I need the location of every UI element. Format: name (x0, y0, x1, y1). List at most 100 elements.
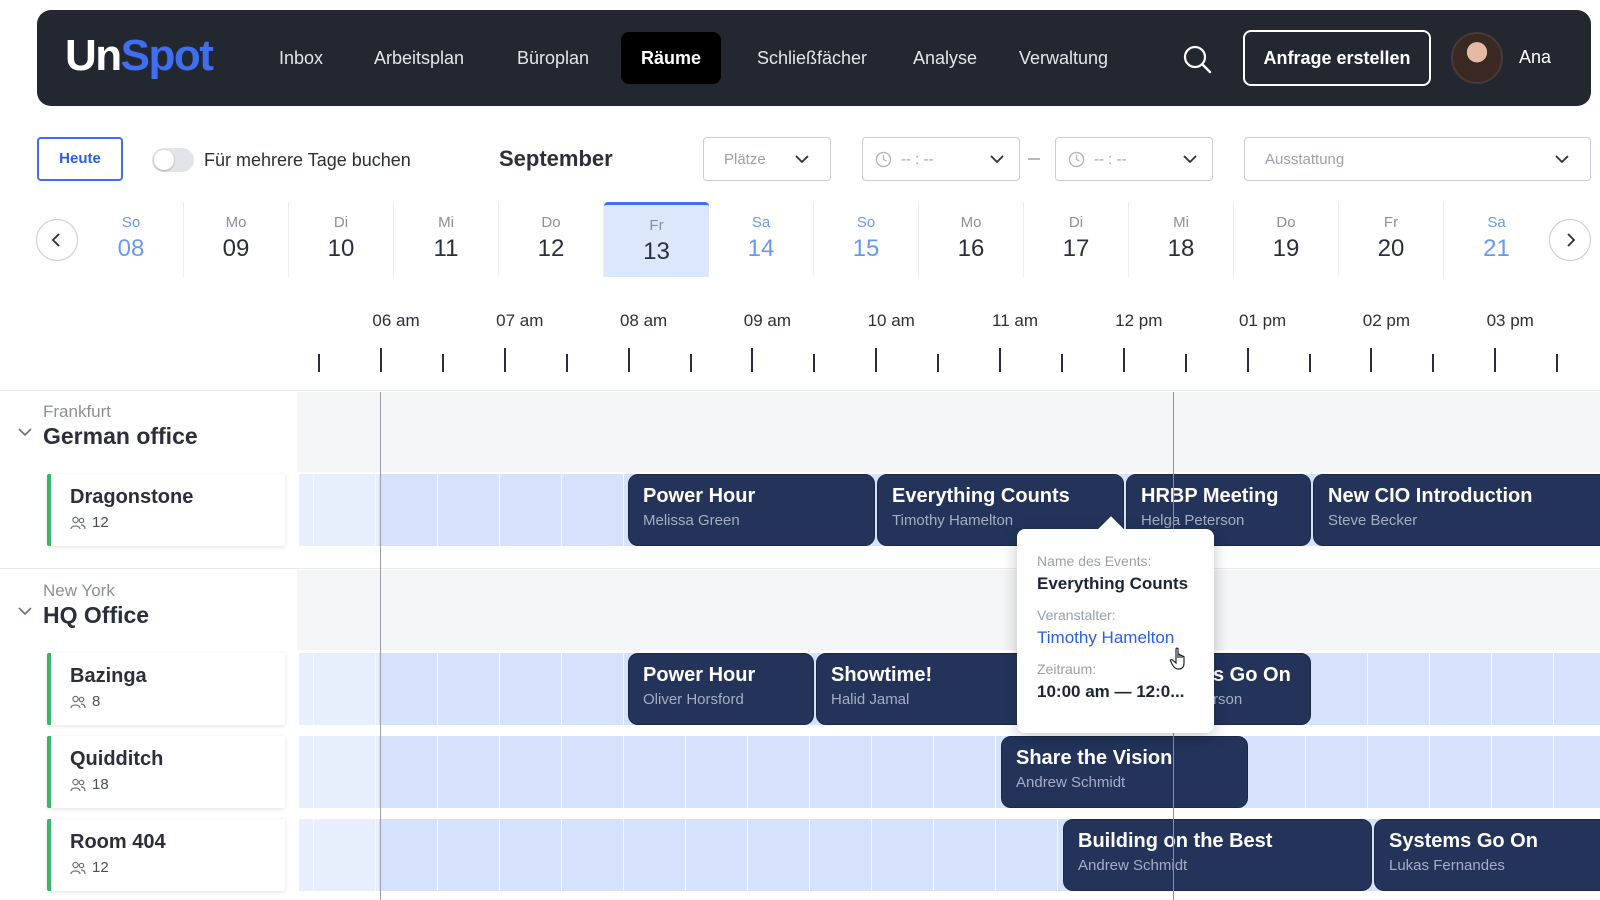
chevron-down-icon (1183, 155, 1197, 164)
room-lane-quidditch[interactable] (299, 736, 1600, 808)
day-number: 18 (1167, 235, 1195, 262)
time-to-dropdown[interactable]: -- : -- (1055, 137, 1213, 181)
event-block[interactable]: Showtime! Halid Jamal (816, 653, 1026, 725)
day-cell-18[interactable]: Mi 18 (1129, 202, 1234, 277)
nav-bueroplan[interactable]: Büroplan (517, 48, 590, 68)
day-number: 12 (537, 235, 565, 262)
day-cell-12[interactable]: Do 12 (499, 202, 604, 277)
time-label: 03 pm (1486, 311, 1534, 330)
time-label: 10 am (867, 311, 915, 330)
seats-dropdown[interactable]: Plätze (703, 137, 831, 181)
day-cell-16[interactable]: Mo 16 (919, 202, 1024, 277)
day-cell-21[interactable]: Sa 21 (1444, 202, 1549, 277)
day-cell-09[interactable]: Mo 09 (184, 202, 289, 277)
room-capacity-value: 12 (92, 514, 109, 531)
day-cell-20[interactable]: Fr 20 (1339, 202, 1444, 277)
chevron-down-icon[interactable] (17, 424, 33, 440)
next-days-button[interactable] (1549, 219, 1591, 261)
nav-schliessfaecher[interactable]: Schließfächer (757, 48, 868, 68)
day-start-line (380, 392, 381, 900)
day-cell-11[interactable]: Mi 11 (394, 202, 499, 277)
room-name: Quidditch (70, 748, 164, 770)
past-time-overlay (299, 736, 379, 808)
day-number: 08 (117, 235, 145, 262)
search-icon[interactable] (1182, 44, 1212, 74)
time-to-placeholder: -- : -- (1094, 151, 1127, 168)
time-from-dropdown[interactable]: -- : -- (862, 137, 1020, 181)
toggle-knob (154, 150, 174, 170)
half-hour-tick (1308, 354, 1311, 372)
day-name: Mo (960, 214, 982, 231)
time-label: 07 am (496, 311, 544, 330)
location-row-background (297, 392, 1600, 472)
nav-inbox[interactable]: Inbox (279, 48, 324, 68)
event-block[interactable]: Everything Counts Timothy Hamelton (877, 474, 1124, 546)
tooltip-event-name: Everything Counts (1037, 574, 1189, 593)
event-block[interactable]: New CIO Introduction Steve Becker (1313, 474, 1600, 546)
nav-arbeitsplan[interactable]: Arbeitsplan (374, 48, 465, 68)
room-card-quidditch[interactable]: Quidditch 18 (47, 736, 285, 808)
hour-tick (999, 348, 1001, 372)
day-cell-14[interactable]: Sa 14 (709, 202, 814, 277)
day-cell-10[interactable]: Di 10 (289, 202, 394, 277)
event-title: s Go On (1213, 664, 1291, 686)
day-name: Do (541, 214, 561, 231)
day-cell-15[interactable]: So 15 (814, 202, 919, 277)
day-name: Di (1068, 214, 1084, 231)
past-time-overlay (299, 653, 379, 725)
unspot-logo[interactable]: UnSpot (65, 28, 214, 84)
room-capacity: 12 (70, 514, 109, 531)
event-organizer: Oliver Horsford (643, 691, 744, 708)
half-hour-tick (1432, 354, 1435, 372)
room-capacity: 12 (70, 859, 109, 876)
day-name: Mi (438, 214, 454, 231)
user-avatar[interactable] (1451, 32, 1503, 84)
nav-analyse[interactable]: Analyse (913, 48, 978, 68)
event-title: Systems Go On (1389, 830, 1538, 852)
nav-raeume[interactable]: Räume (621, 32, 722, 84)
event-block[interactable]: Share the Vision Andrew Schmidt (1001, 736, 1248, 808)
people-icon (70, 516, 86, 529)
hour-tick (1246, 348, 1249, 372)
day-name: Do (1276, 214, 1296, 231)
day-name: Mo (225, 214, 247, 231)
room-card-room-404[interactable]: Room 404 12 (47, 819, 285, 891)
half-hour-tick (1060, 354, 1063, 372)
day-cell-19[interactable]: Do 19 (1234, 202, 1339, 277)
room-card-dragonstone[interactable]: Dragonstone 12 (47, 474, 285, 546)
event-title: New CIO Introduction (1328, 485, 1533, 507)
tooltip-organizer-link[interactable]: Timothy Hamelton (1037, 628, 1175, 647)
day-name: So (121, 214, 141, 231)
chevron-left-icon (51, 233, 60, 247)
chevron-down-icon (990, 155, 1004, 164)
equipment-dropdown[interactable]: Ausstattung (1244, 137, 1591, 181)
half-hour-tick (318, 354, 321, 372)
room-card-bazinga[interactable]: Bazinga 8 (47, 653, 285, 725)
event-block[interactable]: HRBP Meeting Helga Peterson (1126, 474, 1311, 546)
event-block[interactable]: Building on the Best Andrew Schmidt (1063, 819, 1372, 891)
location-name: German office (43, 423, 198, 449)
chevron-down-icon[interactable] (17, 603, 33, 619)
day-cell-08[interactable]: So 08 (79, 202, 184, 277)
event-organizer: Andrew Schmidt (1016, 774, 1126, 791)
today-button[interactable]: Heute (37, 137, 123, 181)
create-request-button[interactable]: Anfrage erstellen (1243, 30, 1431, 86)
hand-cursor-icon (1169, 647, 1185, 670)
event-organizer: Helga Peterson (1141, 512, 1245, 529)
user-name[interactable]: Ana (1519, 47, 1552, 67)
event-block[interactable]: Systems Go On Lukas Fernandes (1374, 819, 1600, 891)
previous-days-button[interactable] (36, 219, 78, 261)
nav-verwaltung[interactable]: Verwaltung (1019, 48, 1109, 68)
day-number: 21 (1483, 235, 1510, 262)
section-divider (0, 568, 1600, 569)
day-cell-17[interactable]: Di 17 (1024, 202, 1129, 277)
multi-day-toggle[interactable] (152, 148, 194, 172)
chevron-right-icon (1567, 233, 1576, 247)
event-title: Everything Counts (892, 485, 1070, 507)
day-cell-13[interactable]: Fr 13 (604, 202, 709, 277)
day-number: 13 (643, 238, 670, 265)
event-block[interactable]: Power Hour Melissa Green (628, 474, 875, 546)
event-block[interactable]: Power Hour Oliver Horsford (628, 653, 814, 725)
day-number: 15 (852, 235, 880, 262)
equipment-placeholder: Ausstattung (1265, 151, 1345, 168)
